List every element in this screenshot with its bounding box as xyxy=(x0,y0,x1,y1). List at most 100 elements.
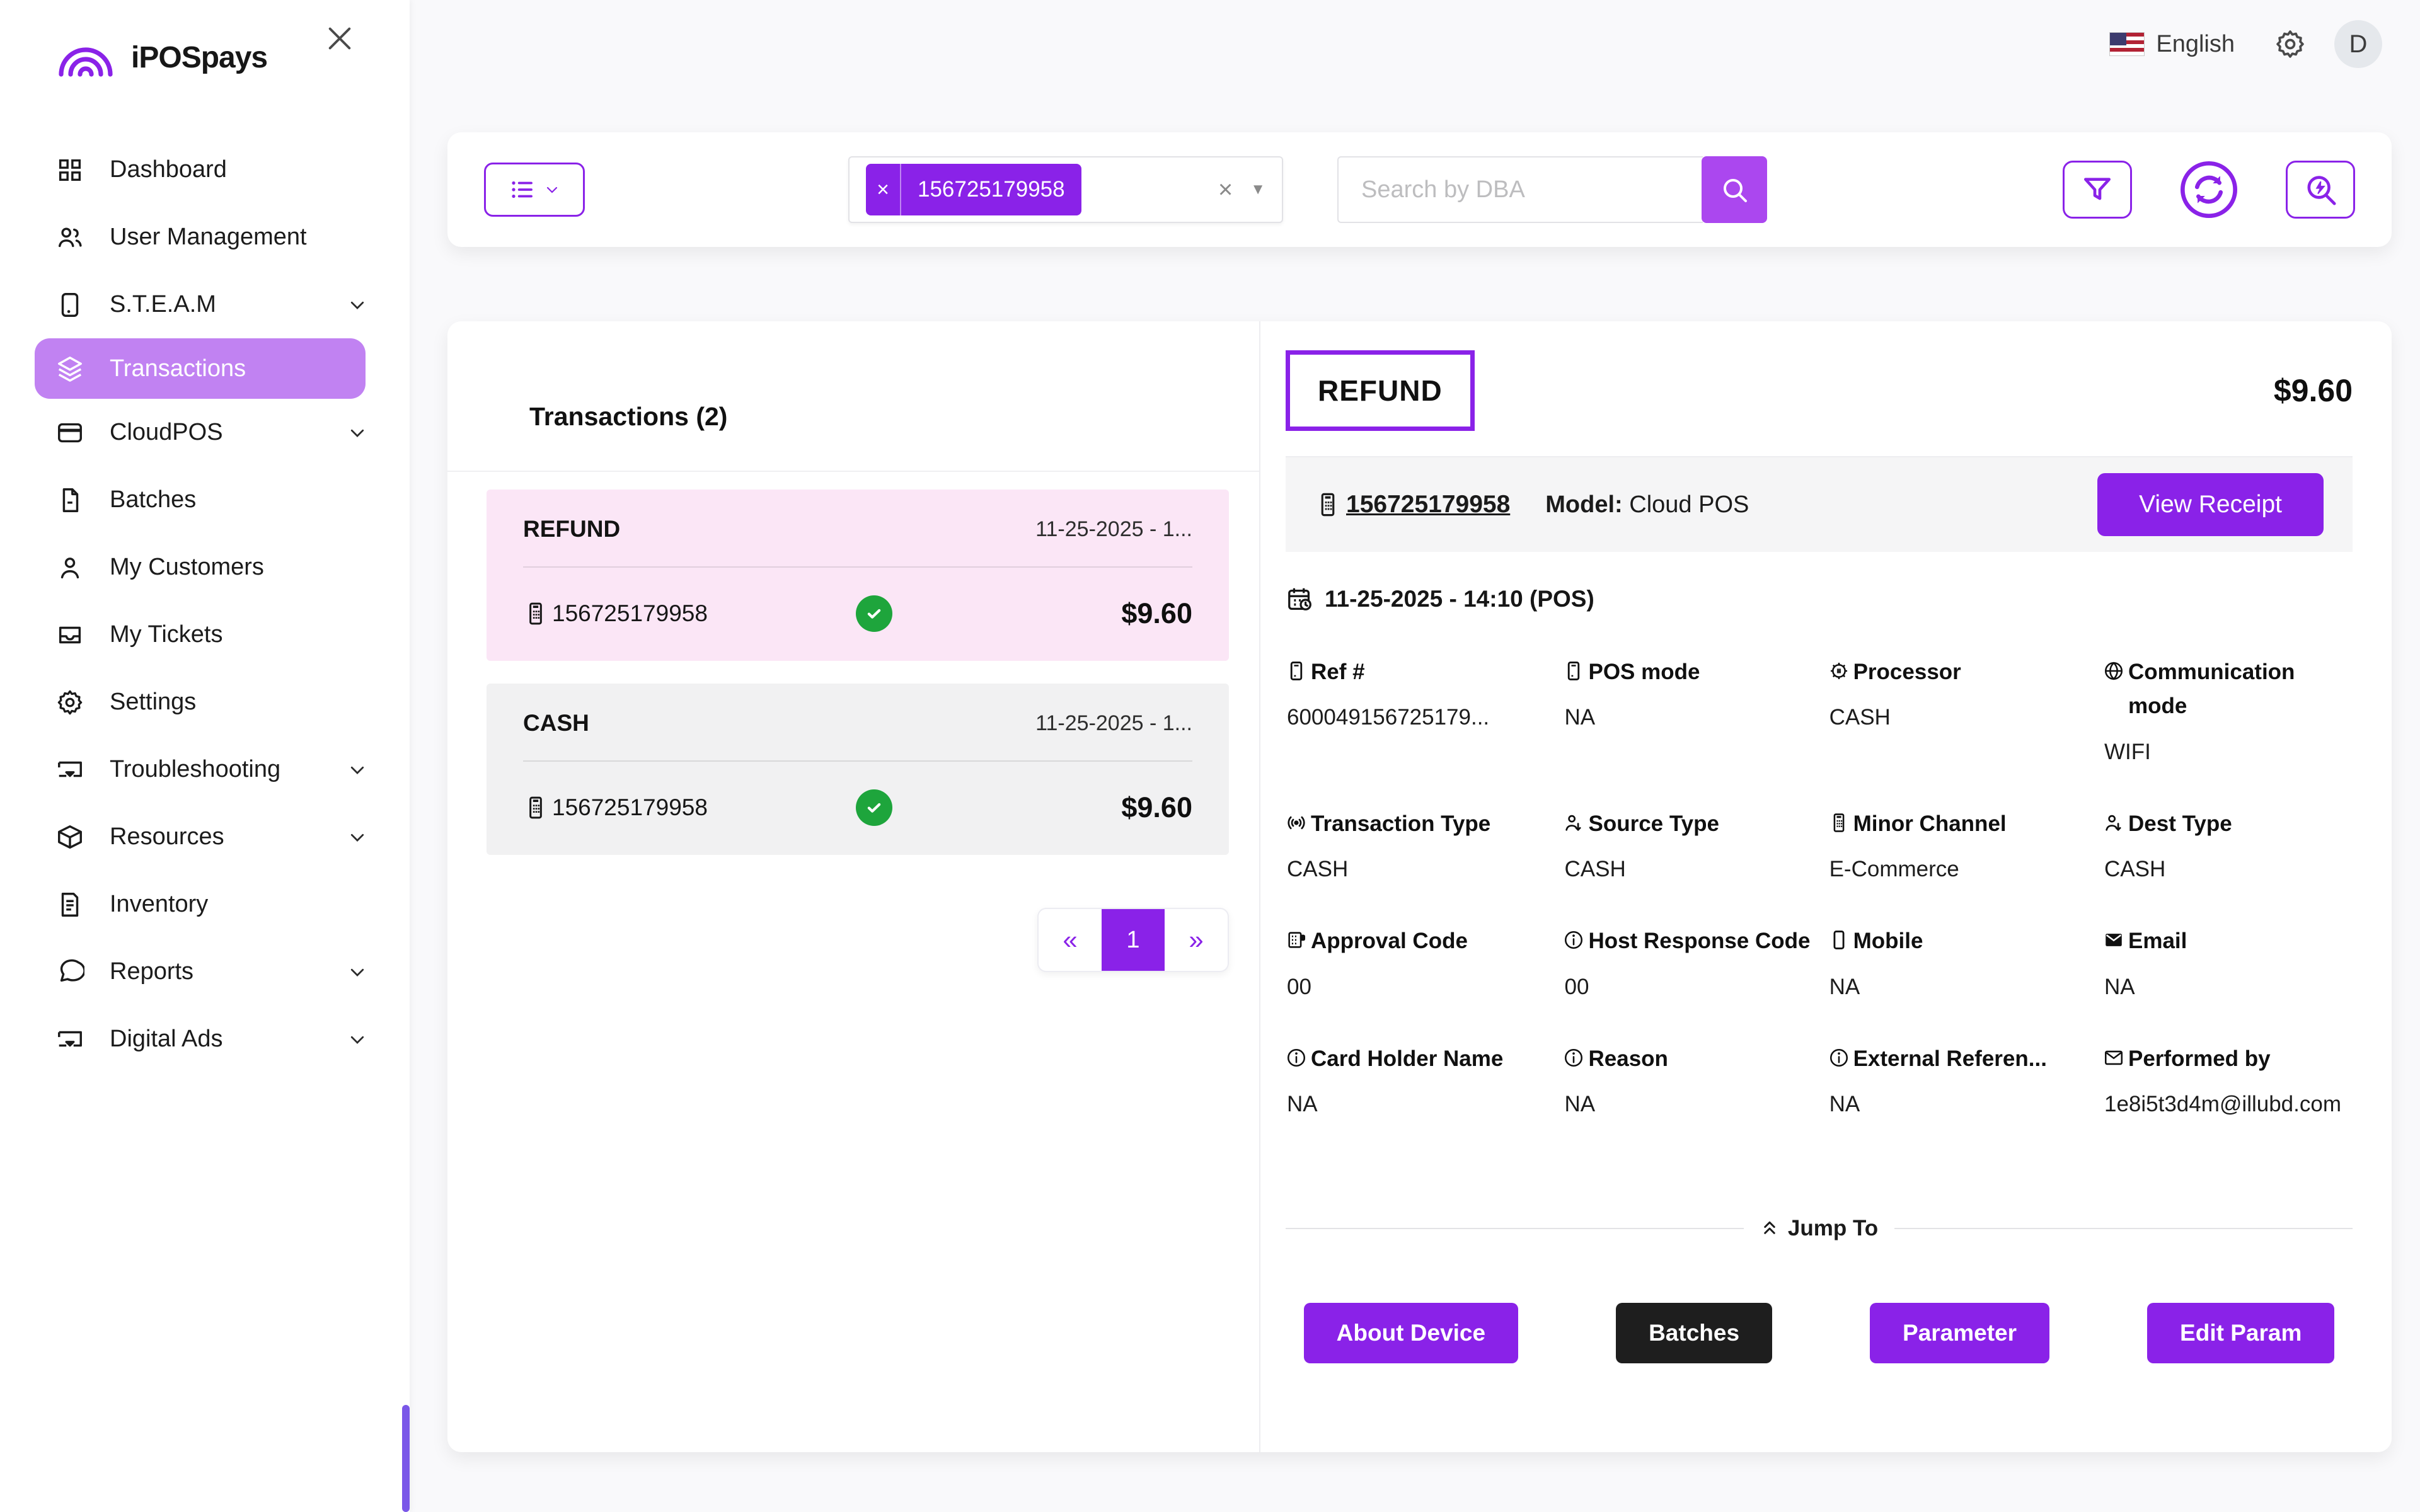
device-multiselect[interactable]: × 156725179958 × ▼ xyxy=(848,156,1283,223)
sidebar-close-icon[interactable] xyxy=(325,24,354,53)
about-device-button[interactable]: About Device xyxy=(1303,1303,1519,1364)
pos-terminal-icon xyxy=(523,795,548,820)
screen-icon xyxy=(55,1025,84,1054)
sidebar-item-resources[interactable]: Resources xyxy=(0,803,410,871)
parameter-button[interactable]: Parameter xyxy=(1870,1303,2050,1364)
sidebar-item-digital-ads[interactable]: Digital Ads xyxy=(0,1005,410,1073)
sidebar-item-user-management[interactable]: User Management xyxy=(0,203,410,271)
sidebar-item-cloudpos[interactable]: CloudPOS xyxy=(0,399,410,466)
list-icon xyxy=(509,176,536,203)
device-id-link[interactable]: 156725179958 xyxy=(1346,491,1511,518)
sidebar-item-inventory[interactable]: Inventory xyxy=(0,871,410,938)
settings-gear-icon[interactable] xyxy=(2274,28,2307,60)
sidebar-item-settings[interactable]: Settings xyxy=(0,668,410,736)
search-dba-button[interactable] xyxy=(1702,156,1767,223)
transactions-list: Transactions (2) REFUND 11-25-2025 - 1..… xyxy=(447,321,1260,1452)
refresh-icon xyxy=(2177,158,2240,221)
chevron-down-icon xyxy=(348,963,367,982)
sidebar-item-label: Settings xyxy=(110,689,197,715)
divider xyxy=(447,471,1259,472)
transaction-row-cash[interactable]: CASH 11-25-2025 - 1... 156725179958 $9.6… xyxy=(487,684,1229,855)
grid-icon xyxy=(55,156,84,185)
mobile-icon xyxy=(1828,929,1850,951)
view-receipt-button[interactable]: View Receipt xyxy=(2097,473,2324,536)
transactions-title: Transactions (2) xyxy=(529,402,728,431)
sidebar-item-label: My Tickets xyxy=(110,621,223,648)
brand-arcs-icon xyxy=(55,37,116,78)
funnel-icon xyxy=(2080,172,2115,207)
view-mode-button[interactable] xyxy=(484,163,585,217)
person-arrow-icon xyxy=(1563,812,1584,833)
batches-button[interactable]: Batches xyxy=(1616,1303,1773,1364)
transaction-row-refund[interactable]: REFUND 11-25-2025 - 1... 156725179958 $9… xyxy=(487,490,1229,661)
field-mobile: Mobile NA xyxy=(1828,929,1923,999)
brand-name: iPOSpays xyxy=(131,40,268,74)
sidebar-item-my-tickets[interactable]: My Tickets xyxy=(0,601,410,668)
search-dba-input[interactable] xyxy=(1337,156,1703,223)
user-icon xyxy=(55,553,84,582)
detail-fields: Ref # 600049156725179... POS mode NA Pro… xyxy=(1286,655,2353,1121)
info-icon xyxy=(1286,1047,1307,1068)
edit-param-button[interactable]: Edit Param xyxy=(2147,1303,2335,1364)
sidebar-scrollbar[interactable] xyxy=(402,1405,410,1512)
pos-terminal-icon xyxy=(523,601,548,626)
advanced-search-button[interactable] xyxy=(2286,161,2355,219)
info-icon xyxy=(1828,1047,1850,1068)
detail-amount: $9.60 xyxy=(2273,373,2353,408)
gear-icon xyxy=(55,688,84,717)
pagination-page-1[interactable]: 1 xyxy=(1102,909,1165,971)
dba-search-group xyxy=(1337,156,1767,223)
mail-icon xyxy=(2103,1047,2124,1068)
main-area: English D × 156725179958 × ▼ xyxy=(410,0,2420,1512)
sidebar-item-steam[interactable]: S.T.E.A.M xyxy=(0,271,410,338)
pagination-next[interactable]: » xyxy=(1189,925,1204,954)
chevron-down-icon xyxy=(348,760,367,779)
layers-icon xyxy=(55,354,84,383)
phone-icon xyxy=(1286,660,1307,682)
pagination-prev[interactable]: « xyxy=(1063,925,1078,954)
transaction-type: CASH xyxy=(523,710,589,736)
dropdown-caret-icon[interactable]: ▼ xyxy=(1250,181,1265,198)
transaction-amount: $9.60 xyxy=(1121,791,1192,823)
transaction-amount: $9.60 xyxy=(1121,597,1192,629)
transaction-detail: REFUND $9.60 156725179958 Model: Cloud P… xyxy=(1260,321,2392,1452)
sidebar-item-my-customers[interactable]: My Customers xyxy=(0,534,410,601)
pos-terminal-icon xyxy=(1315,491,1341,518)
inbox-icon xyxy=(55,621,84,650)
field-reason: Reason NA xyxy=(1564,1046,1668,1116)
device-model: Model: Cloud POS xyxy=(1545,491,1749,518)
sidebar-item-label: Transactions xyxy=(110,355,246,382)
divider xyxy=(523,566,1192,568)
chevron-down-icon xyxy=(348,423,367,442)
clear-selection-icon[interactable]: × xyxy=(1218,175,1233,203)
refresh-button[interactable] xyxy=(2177,158,2240,221)
field-host-response-code: Host Response Code 00 xyxy=(1564,929,1811,999)
filter-button[interactable] xyxy=(2063,161,2132,219)
field-processor: Processor CASH xyxy=(1829,660,1961,730)
field-approval-code: Approval Code 00 xyxy=(1287,929,1468,999)
chevron-down-icon xyxy=(544,182,560,197)
field-external-reference: External Referen... NA xyxy=(1828,1046,2047,1116)
avatar[interactable]: D xyxy=(2334,20,2382,68)
sidebar-item-batches[interactable]: Batches xyxy=(0,466,410,534)
chat-icon xyxy=(55,958,84,987)
chevron-down-icon xyxy=(348,1030,367,1049)
sidebar-item-dashboard[interactable]: Dashboard xyxy=(0,136,410,203)
sidebar-item-reports[interactable]: Reports xyxy=(0,938,410,1005)
pos-terminal-icon xyxy=(1828,812,1850,833)
sidebar-item-label: User Management xyxy=(110,224,307,250)
chevron-down-icon xyxy=(348,295,367,314)
detail-type-badge: REFUND xyxy=(1286,350,1475,431)
search-icon xyxy=(1719,175,1749,205)
language-selector[interactable]: English xyxy=(2109,31,2235,58)
detail-actions: About Device Batches Parameter Edit Para… xyxy=(1286,1303,2353,1401)
device-bar: 156725179958 Model: Cloud POS View Recei… xyxy=(1286,457,2353,552)
sidebar-item-troubleshooting[interactable]: Troubleshooting xyxy=(0,736,410,803)
field-communication-mode: Communication mode WIFI xyxy=(2104,660,2295,764)
tablet-icon xyxy=(55,290,84,319)
language-label: English xyxy=(2156,30,2235,57)
field-performed-by: Performed by 1e8i5t3d4m@illubd.com xyxy=(2103,1046,2341,1116)
sidebar-item-transactions[interactable]: Transactions xyxy=(35,338,366,399)
chip-remove-icon[interactable]: × xyxy=(866,164,901,215)
field-minor-channel: Minor Channel E-Commerce xyxy=(1828,811,2007,881)
